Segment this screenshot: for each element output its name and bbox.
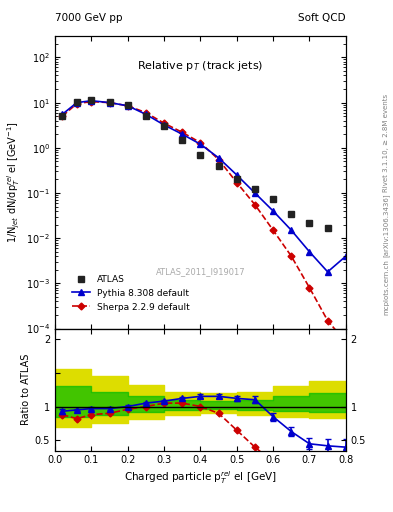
Text: 7000 GeV pp: 7000 GeV pp: [55, 13, 123, 23]
Sherpa 2.2.9 default: [325, 317, 330, 324]
Y-axis label: 1/N$_{jet}$ dN/dp$_{T}^{rel}$ el [GeV$^{-1}$]: 1/N$_{jet}$ dN/dp$_{T}^{rel}$ el [GeV$^{…: [5, 121, 22, 243]
Sherpa 2.2.9 default: [75, 100, 79, 106]
Text: Relative p$_{T}$ (track jets): Relative p$_{T}$ (track jets): [137, 59, 264, 73]
Pythia 8.308 default: [143, 111, 148, 117]
Pythia 8.308 default: [289, 227, 294, 233]
Y-axis label: Ratio to ATLAS: Ratio to ATLAS: [20, 354, 31, 425]
ATLAS: [75, 99, 79, 105]
Pythia 8.308 default: [343, 253, 348, 259]
Pythia 8.308 default: [325, 269, 330, 275]
Pythia 8.308 default: [162, 122, 167, 128]
Text: mcplots.cern.ch: mcplots.cern.ch: [383, 259, 389, 315]
Sherpa 2.2.9 default: [125, 103, 130, 109]
ATLAS: [107, 99, 112, 105]
Pythia 8.308 default: [271, 208, 275, 214]
ATLAS: [89, 97, 94, 103]
ATLAS: [198, 152, 203, 158]
Pythia 8.308 default: [234, 172, 239, 178]
Pythia 8.308 default: [216, 155, 221, 161]
Sherpa 2.2.9 default: [253, 202, 257, 208]
Legend: ATLAS, Pythia 8.308 default, Sherpa 2.2.9 default: ATLAS, Pythia 8.308 default, Sherpa 2.2.…: [68, 272, 193, 315]
Sherpa 2.2.9 default: [162, 120, 167, 126]
Text: Soft QCD: Soft QCD: [298, 13, 346, 23]
Line: Sherpa 2.2.9 default: Sherpa 2.2.9 default: [60, 99, 348, 345]
Sherpa 2.2.9 default: [198, 140, 203, 146]
Line: ATLAS: ATLAS: [59, 96, 331, 231]
Pythia 8.308 default: [307, 249, 312, 255]
Pythia 8.308 default: [107, 99, 112, 105]
Sherpa 2.2.9 default: [180, 129, 185, 135]
Pythia 8.308 default: [180, 131, 185, 137]
Sherpa 2.2.9 default: [234, 180, 239, 186]
Pythia 8.308 default: [198, 141, 203, 147]
ATLAS: [289, 210, 294, 217]
Sherpa 2.2.9 default: [343, 339, 348, 345]
ATLAS: [271, 196, 275, 202]
ATLAS: [60, 113, 64, 119]
Sherpa 2.2.9 default: [107, 99, 112, 105]
Pythia 8.308 default: [125, 103, 130, 109]
ATLAS: [125, 101, 130, 108]
Sherpa 2.2.9 default: [60, 113, 64, 119]
Sherpa 2.2.9 default: [271, 227, 275, 233]
ATLAS: [143, 113, 148, 119]
Sherpa 2.2.9 default: [143, 110, 148, 116]
Sherpa 2.2.9 default: [216, 157, 221, 163]
Sherpa 2.2.9 default: [307, 285, 312, 291]
Text: ATLAS_2011_I919017: ATLAS_2011_I919017: [156, 267, 245, 276]
Pythia 8.308 default: [60, 111, 64, 117]
Text: [arXiv:1306.3436]: [arXiv:1306.3436]: [382, 194, 389, 257]
ATLAS: [180, 137, 185, 143]
X-axis label: Charged particle p$_{T}^{rel}$ el [GeV]: Charged particle p$_{T}^{rel}$ el [GeV]: [124, 470, 277, 486]
ATLAS: [307, 220, 312, 226]
ATLAS: [253, 186, 257, 193]
ATLAS: [162, 123, 167, 130]
Pythia 8.308 default: [89, 98, 94, 104]
Text: Rivet 3.1.10, ≥ 2.8M events: Rivet 3.1.10, ≥ 2.8M events: [383, 94, 389, 193]
Pythia 8.308 default: [75, 99, 79, 105]
Pythia 8.308 default: [253, 190, 257, 196]
ATLAS: [234, 176, 239, 182]
Sherpa 2.2.9 default: [289, 253, 294, 259]
Line: Pythia 8.308 default: Pythia 8.308 default: [59, 98, 349, 274]
ATLAS: [325, 225, 330, 231]
ATLAS: [216, 163, 221, 169]
Sherpa 2.2.9 default: [89, 99, 94, 105]
